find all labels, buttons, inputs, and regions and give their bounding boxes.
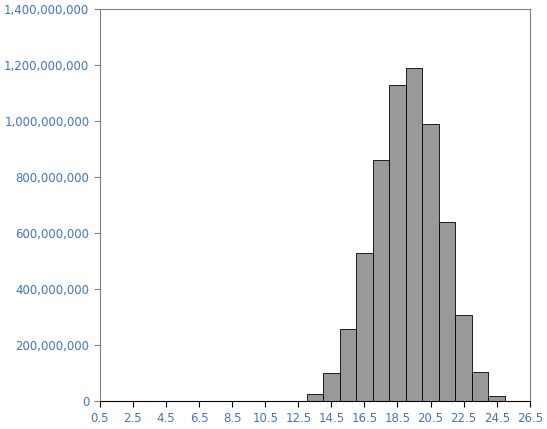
- Bar: [306, 394, 323, 402]
- Bar: [455, 314, 472, 402]
- Bar: [323, 373, 340, 402]
- Bar: [422, 124, 439, 402]
- Bar: [406, 68, 422, 402]
- Bar: [439, 222, 455, 402]
- Bar: [472, 372, 488, 402]
- Bar: [389, 85, 406, 402]
- Bar: [488, 396, 505, 402]
- Bar: [340, 329, 356, 402]
- Bar: [356, 253, 373, 402]
- Bar: [373, 160, 389, 402]
